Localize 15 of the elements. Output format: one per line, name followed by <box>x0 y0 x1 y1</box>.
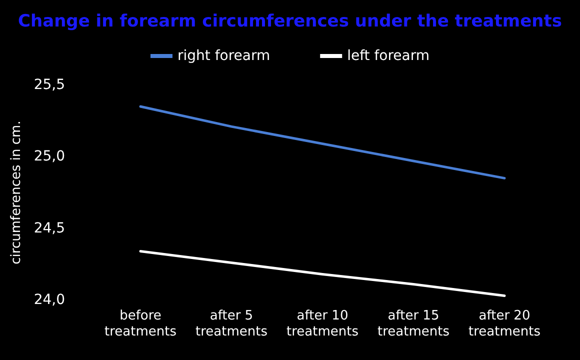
y-tick-label: 24,0 <box>34 292 65 308</box>
x-tick-label: after 5 treatments <box>196 308 268 340</box>
x-tick-label: after 20 treatments <box>468 308 541 340</box>
legend-label: left forearm <box>347 48 430 64</box>
y-tick-label: 25,5 <box>34 77 65 93</box>
x-tick-label: before treatments <box>104 308 177 340</box>
legend-label: right forearm <box>177 48 270 64</box>
y-axis-title: circumferences in cm. <box>8 120 24 264</box>
line-series <box>139 250 506 297</box>
y-tick-label: 24,5 <box>34 220 65 236</box>
y-tick-label: 25,0 <box>34 148 65 165</box>
line-series <box>139 105 506 180</box>
x-tick-label: after 10 treatments <box>286 308 359 340</box>
x-tick-label: after 15 treatments <box>378 308 450 340</box>
chart-title: Change in forearm circumferences under the treatments <box>18 12 562 32</box>
